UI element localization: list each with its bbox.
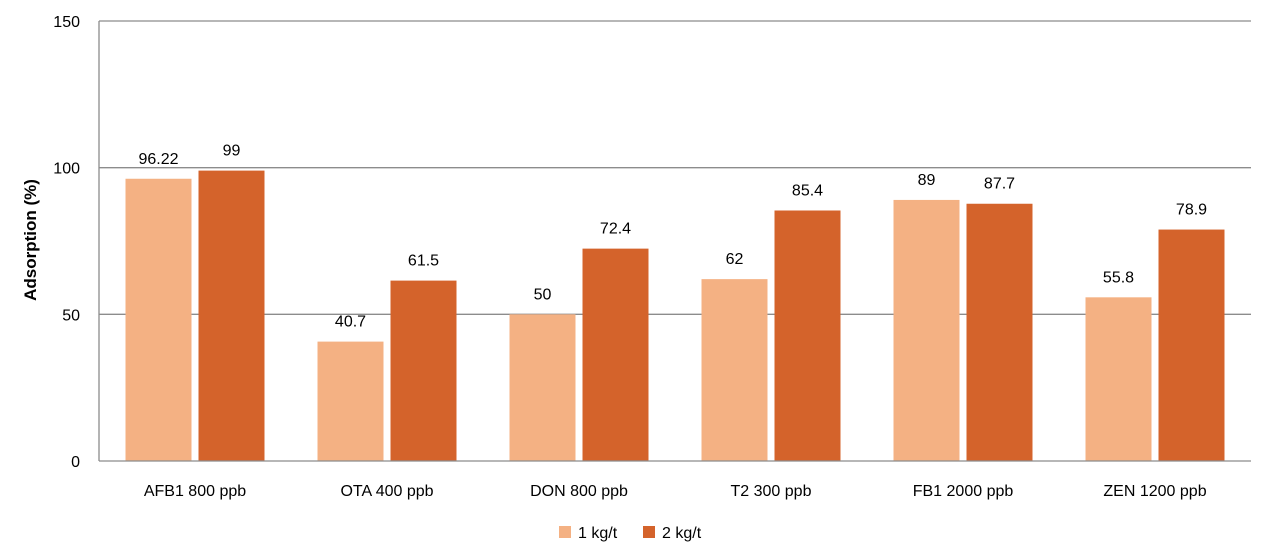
data-label: 61.5 <box>408 253 439 270</box>
data-label: 55.8 <box>1103 269 1134 286</box>
x-tick-label: FB1 2000 ppb <box>913 483 1014 500</box>
data-label: 87.7 <box>984 176 1015 193</box>
axes: 0 50 100 150 AFB1 800 ppb OTA 400 ppb DON 800 … <box>53 14 1251 500</box>
data-label: 96.22 <box>138 151 178 168</box>
legend-label-2: 2 kg/t <box>662 525 702 542</box>
legend-label-1: 1 kg/t <box>578 525 618 542</box>
bar-2-1 <box>198 170 265 461</box>
y-tick-label: 150 <box>53 14 80 31</box>
bar-1-2 <box>317 341 384 461</box>
gridlines <box>99 20 1251 315</box>
bar-1-4 <box>701 279 768 461</box>
y-tick-label: 100 <box>53 161 80 178</box>
data-label: 89 <box>918 172 936 189</box>
data-label: 50 <box>534 286 552 303</box>
bar-1-3 <box>509 314 576 461</box>
x-tick-label: OTA 400 ppb <box>340 483 433 500</box>
data-label: 62 <box>726 251 744 268</box>
bar-1-6 <box>1085 297 1152 461</box>
bar-2-4 <box>774 210 841 461</box>
y-tick-label: 0 <box>71 454 80 471</box>
bars <box>125 170 1225 461</box>
x-tick-label: AFB1 800 ppb <box>144 483 246 500</box>
bar-2-3 <box>582 248 649 461</box>
x-tick-label: T2 300 ppb <box>731 483 812 500</box>
y-axis-title: Adsorption (%) <box>21 179 40 301</box>
y-tick-label: 50 <box>62 307 80 324</box>
legend: 1 kg/t 2 kg/t <box>559 525 702 542</box>
bar-2-6 <box>1158 229 1225 461</box>
data-label: 85.4 <box>792 182 823 199</box>
data-label: 99 <box>223 143 241 160</box>
data-labels: 96.22 99 40.7 61.5 50 72.4 62 85.4 89 87.7 55.8 78.… <box>138 143 1207 331</box>
x-tick-label: ZEN 1200 ppb <box>1103 483 1206 500</box>
data-label: 40.7 <box>335 314 366 331</box>
bar-1-5 <box>893 199 960 461</box>
data-label: 72.4 <box>600 221 631 238</box>
bar-1-1 <box>125 178 192 461</box>
bar-2-2 <box>390 280 457 461</box>
x-tick-label: DON 800 ppb <box>530 483 628 500</box>
legend-swatch-2 <box>643 526 655 538</box>
legend-swatch-1 <box>559 526 571 538</box>
bar-2-5 <box>966 203 1033 461</box>
data-label: 78.9 <box>1176 202 1207 219</box>
